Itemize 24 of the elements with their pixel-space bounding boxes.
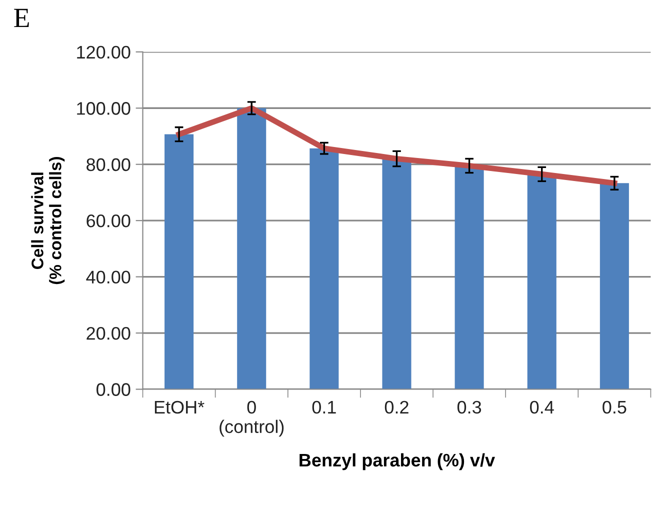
y-tick-label: 100.00 [77,102,130,115]
bar [527,174,556,390]
x-tick-label: 0.4 [530,400,554,414]
y-tick-label: 80.00 [86,158,130,172]
y-tick-label: 0.00 [96,383,130,396]
bar [237,108,266,390]
bar [382,158,412,390]
x-tick-label: 0.5 [602,400,626,414]
y-tick-label: 60.00 [86,214,130,228]
y-tick-label: 120.00 [77,46,130,59]
bar [600,183,629,390]
bar [164,134,194,390]
y-tick-label: 40.00 [86,270,130,284]
x-tick-label: 0.2 [384,400,408,414]
x-axis-title: Benzyl paraben (%) v/v [300,453,495,470]
x-tick-label: 0.1 [312,400,336,414]
bar [310,148,339,390]
text: E [14,8,29,28]
x-tick-label: EtOH* [154,400,204,414]
y-tick-label: 20.00 [86,326,130,340]
bar [454,166,484,390]
x-tick-label: 0 (control) [220,400,284,437]
x-tick-label: 0.3 [457,400,482,414]
y-axis-title: Cell survival (% control cells) [31,157,65,284]
